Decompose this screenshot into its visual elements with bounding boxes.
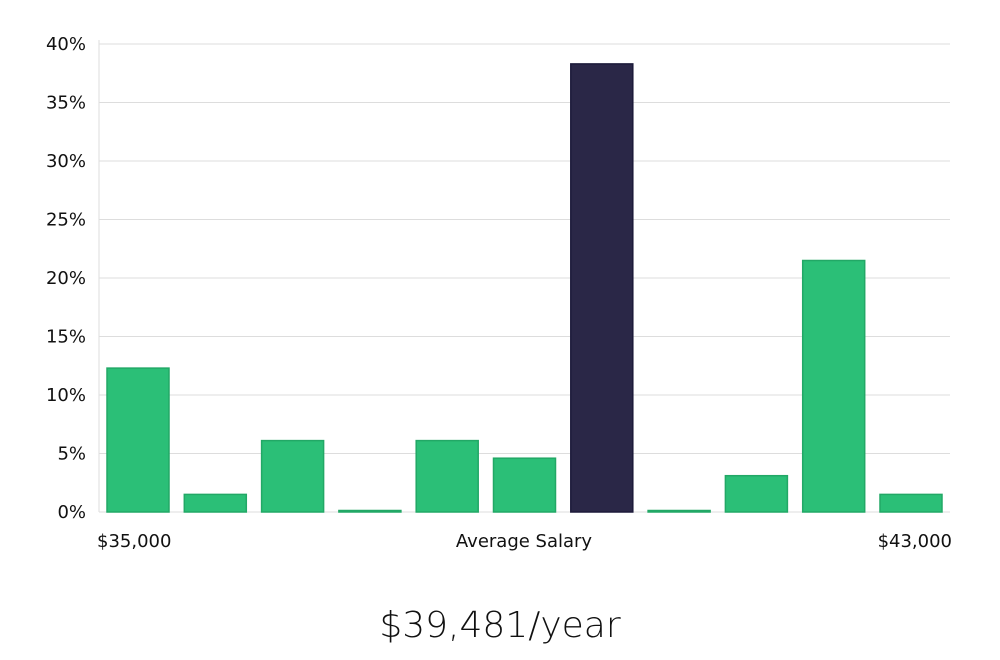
bar <box>879 493 943 513</box>
bar <box>492 457 557 513</box>
y-tick-label: 10% <box>46 385 86 406</box>
x-max-label: $43,000 <box>878 531 952 552</box>
x-mid-label: Average Salary <box>456 531 593 552</box>
bar <box>415 439 479 513</box>
y-tick-label: 40% <box>46 34 86 55</box>
y-tick-label: 30% <box>46 151 86 172</box>
y-tick-label: 0% <box>57 502 86 523</box>
x-min-label: $35,000 <box>97 531 171 552</box>
average-salary-value: $39,481/year <box>379 605 621 646</box>
bar <box>338 509 402 513</box>
bar <box>801 259 866 513</box>
bar <box>647 509 711 513</box>
bar <box>260 439 325 513</box>
gridlines <box>99 43 950 513</box>
y-tick-label: 20% <box>46 268 86 289</box>
salary-histogram: 0% 5% 10% 15% 20% 25% 30% 35% 40% $35,000 Averag… <box>46 34 952 552</box>
y-tick-label: 35% <box>46 93 86 114</box>
bar <box>106 367 170 513</box>
y-axis-ticks: 0% 5% 10% 15% 20% 25% 30% 35% 40% <box>46 34 86 523</box>
bar-average-salary <box>570 63 634 513</box>
bars <box>106 63 943 513</box>
bar <box>724 474 789 513</box>
y-tick-label: 25% <box>46 210 86 231</box>
y-tick-label: 15% <box>46 327 86 348</box>
bar <box>183 493 248 513</box>
y-tick-label: 5% <box>57 444 86 465</box>
